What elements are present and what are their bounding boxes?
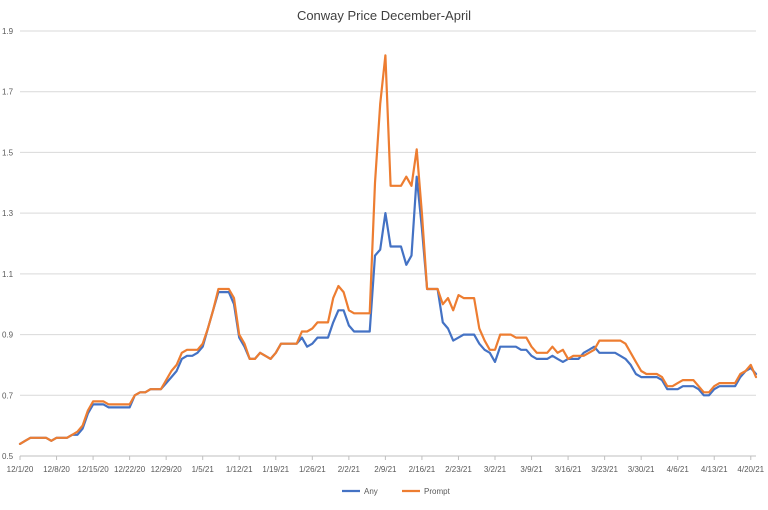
y-tick-label: 0.5	[2, 452, 14, 461]
x-tick-label: 2/16/21	[409, 465, 436, 474]
x-tick-label: 1/19/21	[262, 465, 289, 474]
y-tick-label: 0.7	[2, 391, 14, 400]
y-tick-label: 0.9	[2, 331, 14, 340]
x-tick-label: 3/9/21	[520, 465, 543, 474]
x-tick-label: 4/20/21	[737, 465, 764, 474]
y-tick-label: 1.3	[2, 209, 14, 218]
series-line-prompt	[18, 54, 758, 445]
x-tick-label: 1/5/21	[192, 465, 215, 474]
x-tick-label: 2/9/21	[374, 465, 397, 474]
x-tick-label: 2/23/21	[445, 465, 472, 474]
x-tick-label: 12/22/20	[114, 465, 146, 474]
x-tick-label: 3/2/21	[484, 465, 507, 474]
x-tick-label: 12/1/20	[7, 465, 34, 474]
legend-label-any: Any	[364, 487, 378, 496]
y-tick-label: 1.5	[2, 148, 14, 157]
x-tick-label: 12/8/20	[43, 465, 70, 474]
y-tick-label: 1.7	[2, 88, 14, 97]
gridlines	[20, 30, 756, 457]
series-lines	[18, 54, 758, 445]
y-tick-label: 1.1	[2, 270, 14, 279]
chart-title: Conway Price December-April	[296, 8, 472, 23]
x-tick-label: 3/30/21	[628, 465, 655, 474]
x-tick-label: 3/23/21	[591, 465, 618, 474]
x-tick-label: 2/2/21	[338, 465, 361, 474]
x-tick-label: 12/29/20	[151, 465, 183, 474]
legend-label-prompt: Prompt	[424, 487, 451, 496]
y-tick-label: 1.9	[2, 27, 14, 36]
x-tick-label: 3/16/21	[555, 465, 582, 474]
x-tick-label: 4/13/21	[701, 465, 728, 474]
x-tick-label: 12/15/20	[78, 465, 110, 474]
x-tick-label: 1/26/21	[299, 465, 326, 474]
x-tick-label: 4/6/21	[667, 465, 690, 474]
x-tick-label: 1/12/21	[226, 465, 253, 474]
axes: 0.5 0.7 0.9 1.1 1.3 1.5 1.7 1.9 12/1/20 12/8/20 12…	[2, 27, 765, 474]
legend: Any Prompt	[342, 487, 451, 496]
